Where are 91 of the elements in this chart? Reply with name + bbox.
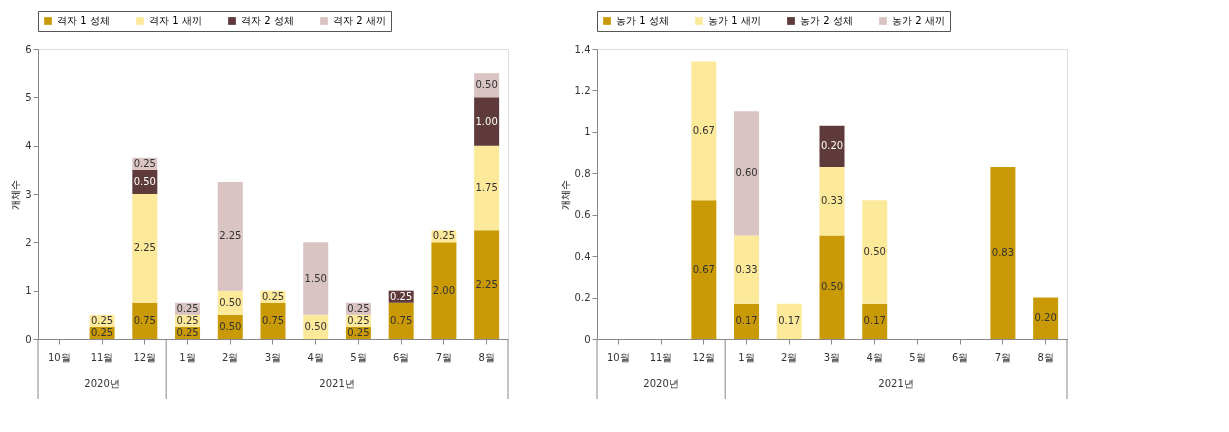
data-label: 0.75	[261, 314, 285, 326]
legend-label: 농가 1 성체	[616, 15, 669, 26]
x-tick-label: 12월	[692, 351, 716, 363]
data-label: 0.50	[820, 281, 844, 293]
data-label: 0.25	[347, 314, 370, 326]
text: 2021년	[319, 378, 355, 389]
x-tick-label: 11월	[649, 351, 673, 363]
data-label: 2.25	[219, 230, 242, 242]
data-label: 0.25	[90, 314, 114, 326]
y-tick-label: 1.4	[574, 43, 591, 55]
data-label: 0.33	[735, 263, 758, 275]
data-label: 0.75	[133, 314, 156, 326]
legend-label: 농가 2 새끼	[892, 15, 945, 26]
data-label: 0.25	[261, 290, 285, 302]
data-label: 0.50	[133, 175, 156, 187]
data-label: 0.25	[133, 157, 156, 169]
legend-label: 농가 1 새끼	[708, 15, 761, 26]
data-label: 0.25	[176, 326, 199, 338]
data-label: 0.83	[991, 247, 1015, 259]
y-tick-label: 0	[584, 333, 591, 345]
data-label: 0.50	[304, 320, 327, 332]
x-tick-label: 5월	[909, 351, 926, 363]
y-tick-label: 0.6	[574, 209, 591, 221]
data-label: 0.25	[176, 314, 199, 326]
data-label: 0.67	[692, 124, 715, 136]
text: 2021년	[878, 378, 914, 389]
x-tick-label: 12월	[133, 351, 157, 363]
x-tick-label: 7월	[994, 351, 1012, 363]
data-label: 1.00	[475, 115, 498, 127]
y-tick-label: 6	[25, 43, 32, 55]
data-label: 2.25	[133, 242, 156, 254]
x-tick-label: 7월	[435, 351, 453, 363]
data-label: 0.50	[863, 246, 886, 257]
x-tick-label: 8월	[478, 351, 495, 363]
x-tick-label: 4월	[866, 351, 883, 363]
x-tick-label: 6월	[392, 351, 410, 363]
data-label: 0.50	[219, 296, 242, 308]
y-tick-label: 1.2	[574, 84, 591, 96]
data-label: 0.25	[90, 326, 114, 338]
data-label: 1.75	[475, 181, 498, 193]
legend-label: 격자 1 새끼	[149, 15, 202, 26]
x-tick-label: 1월	[738, 351, 755, 363]
x-tick-label: 3월	[264, 351, 282, 363]
text: 2020년	[643, 378, 679, 389]
x-tick-label: 2월	[781, 351, 798, 363]
data-label: 1.50	[304, 272, 327, 284]
y-tick-label: 0.2	[574, 292, 591, 304]
y-tick-label: 4	[25, 140, 32, 152]
x-tick-label: 2월	[222, 351, 239, 363]
data-label: 0.25	[432, 230, 456, 242]
x-tick-label: 10월	[607, 351, 630, 363]
data-label: 0.25	[390, 290, 413, 302]
data-label: 0.20	[820, 140, 844, 152]
data-label: 0.60	[735, 167, 758, 179]
x-tick-label: 3월	[823, 351, 841, 363]
data-label: 2.25	[475, 278, 498, 290]
data-label: 0.75	[390, 314, 413, 326]
x-tick-label: 11월	[90, 351, 114, 363]
data-label: 0.67	[692, 263, 715, 275]
y-tick-label: 0.4	[574, 250, 591, 262]
data-label: 0.33	[820, 195, 844, 207]
data-label: 0.25	[347, 302, 370, 314]
x-tick-label: 8월	[1037, 351, 1054, 363]
data-label: 0.50	[475, 79, 498, 91]
data-label: 0.17	[863, 315, 886, 327]
data-label: 0.25	[176, 302, 199, 314]
data-label: 0.20	[1034, 312, 1057, 324]
x-tick-label: 4월	[307, 351, 324, 363]
text: 2020년	[84, 378, 120, 389]
legend-label: 농가 2 성체	[800, 15, 853, 26]
legend-label: 격자 2 성체	[241, 15, 294, 26]
x-tick-label: 6월	[951, 351, 969, 363]
y-axis-title: 개체수	[10, 179, 22, 210]
data-label: 0.17	[778, 315, 801, 327]
y-tick-label: 3	[25, 188, 32, 200]
y-tick-label: 2	[25, 236, 32, 248]
y-tick-label: 0	[25, 333, 32, 345]
y-tick-label: 1	[584, 126, 591, 138]
y-axis-title: 개체수	[559, 179, 571, 210]
y-tick-label: 5	[25, 91, 32, 103]
x-tick-label: 5월	[350, 351, 367, 363]
data-label: 2.00	[432, 284, 456, 296]
data-label: 0.50	[219, 320, 242, 332]
data-label: 0.25	[347, 326, 370, 338]
data-label: 0.17	[735, 315, 758, 327]
x-tick-label: 10월	[48, 351, 71, 363]
y-tick-label: 0.8	[574, 167, 591, 179]
legend-label: 격자 2 새끼	[333, 15, 386, 26]
legend-label: 격자 1 성체	[57, 15, 110, 26]
y-tick-label: 1	[25, 285, 32, 297]
x-tick-label: 1월	[179, 351, 196, 363]
